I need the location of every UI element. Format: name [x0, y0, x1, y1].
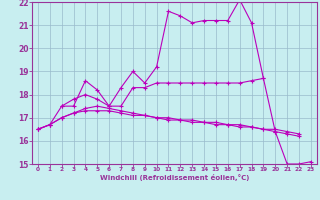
X-axis label: Windchill (Refroidissement éolien,°C): Windchill (Refroidissement éolien,°C): [100, 174, 249, 181]
